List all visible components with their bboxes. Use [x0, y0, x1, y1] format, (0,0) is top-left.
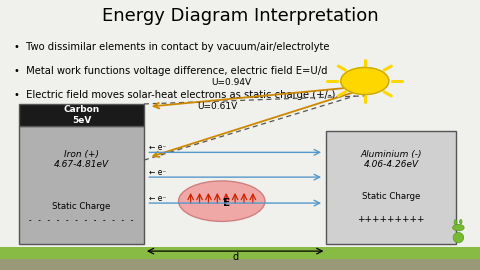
Text: - - - - - - - - - - - -: - - - - - - - - - - - - — [28, 216, 135, 225]
Bar — [0, 259, 480, 270]
Text: ← e⁻: ← e⁻ — [149, 194, 166, 203]
Text: •  Metal work functions voltage difference, electric field E=U/d: • Metal work functions voltage differenc… — [14, 66, 328, 76]
Text: d: d — [232, 252, 238, 262]
Text: Carbon
5eV: Carbon 5eV — [63, 106, 100, 125]
Bar — [19, 104, 144, 126]
Text: Static Charge: Static Charge — [52, 202, 111, 211]
Text: Iron (+)
4.67-4.81eV: Iron (+) 4.67-4.81eV — [54, 150, 109, 169]
Text: •  Two dissimilar elements in contact by vacuum/air/electrolyte: • Two dissimilar elements in contact by … — [14, 42, 330, 52]
Text: Static Charge: Static Charge — [362, 192, 420, 201]
Text: Aluminium (-)
4.06-4.26eV: Aluminium (-) 4.06-4.26eV — [360, 150, 422, 169]
Text: +++++++++: +++++++++ — [358, 215, 425, 224]
Text: E: E — [223, 198, 230, 208]
Text: •  Electric field moves solar-heat electrons as static charge (+/-): • Electric field moves solar-heat electr… — [14, 90, 336, 100]
Ellipse shape — [453, 232, 464, 243]
Text: U=0.61V: U=0.61V — [197, 102, 237, 111]
Circle shape — [453, 224, 464, 231]
Ellipse shape — [459, 220, 462, 224]
Text: ← e⁻: ← e⁻ — [149, 143, 166, 152]
Ellipse shape — [179, 181, 265, 221]
Circle shape — [341, 68, 389, 94]
Text: Energy Diagram Interpretation: Energy Diagram Interpretation — [102, 7, 378, 25]
Text: ← e⁻: ← e⁻ — [149, 168, 166, 177]
Text: U=0.94V: U=0.94V — [211, 78, 252, 87]
Bar — [326, 131, 456, 244]
Ellipse shape — [454, 220, 457, 225]
Bar — [0, 247, 480, 270]
Bar — [19, 126, 144, 244]
